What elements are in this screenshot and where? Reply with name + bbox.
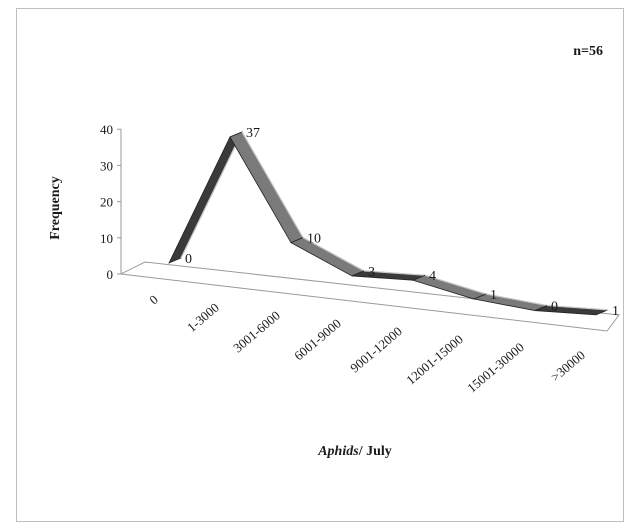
x-axis-title-rest: / July	[358, 444, 392, 459]
data-ribbon	[168, 131, 609, 316]
y-tick-label: 10	[100, 231, 113, 246]
x-tick-label: 9001-12000	[347, 324, 405, 376]
ribbon-edge	[424, 274, 487, 295]
y-axis: 0 10 20 30 40	[100, 122, 122, 282]
ribbon-segment	[472, 293, 549, 311]
x-tick-label: 1-3000	[184, 300, 222, 335]
chart-frame: 0 10 20 30 40 0 37 10 3 4 1 0 1 0 1-3000 3001-6000 600…	[16, 8, 624, 522]
y-axis-title: Frequency	[48, 176, 63, 240]
data-label: 4	[429, 269, 436, 284]
ribbon-edge	[546, 304, 609, 311]
annotation-n: n=56	[573, 44, 603, 59]
y-tick-label: 30	[100, 158, 113, 173]
x-tick-label: 0	[146, 292, 161, 308]
ribbon-edge	[485, 293, 548, 307]
x-tick-label: >30000	[548, 347, 588, 384]
ribbon-edge	[241, 131, 304, 238]
chart-floor	[119, 261, 620, 332]
ribbon-edge	[363, 270, 426, 276]
y-tick-label: 40	[100, 122, 113, 137]
ribbon-edge	[302, 237, 365, 272]
ribbon-segment	[290, 237, 365, 277]
x-tick-label: 6001-9000	[291, 316, 344, 364]
data-label: 1	[612, 304, 619, 319]
data-label: 1	[490, 288, 497, 303]
y-tick-label: 20	[100, 195, 113, 210]
data-label: 10	[307, 232, 321, 247]
ribbon-segment	[229, 131, 304, 244]
x-tick-label: 3001-6000	[230, 308, 283, 356]
x-tick-label: 15001-30000	[464, 339, 527, 395]
x-tick-label: 12001-15000	[403, 331, 466, 387]
x-axis-title-italic: Aphids	[317, 444, 359, 459]
y-tick-label: 0	[107, 267, 114, 282]
data-label: 3	[368, 265, 375, 280]
ribbon-segment	[168, 131, 243, 264]
data-label: 0	[185, 252, 192, 267]
floor-plane	[119, 261, 620, 332]
data-label: 37	[246, 126, 260, 141]
ribbon-edge	[180, 131, 243, 259]
ribbon-segment	[411, 274, 488, 300]
data-label: 0	[551, 300, 558, 315]
x-axis-title: Aphids/ July	[317, 444, 392, 459]
